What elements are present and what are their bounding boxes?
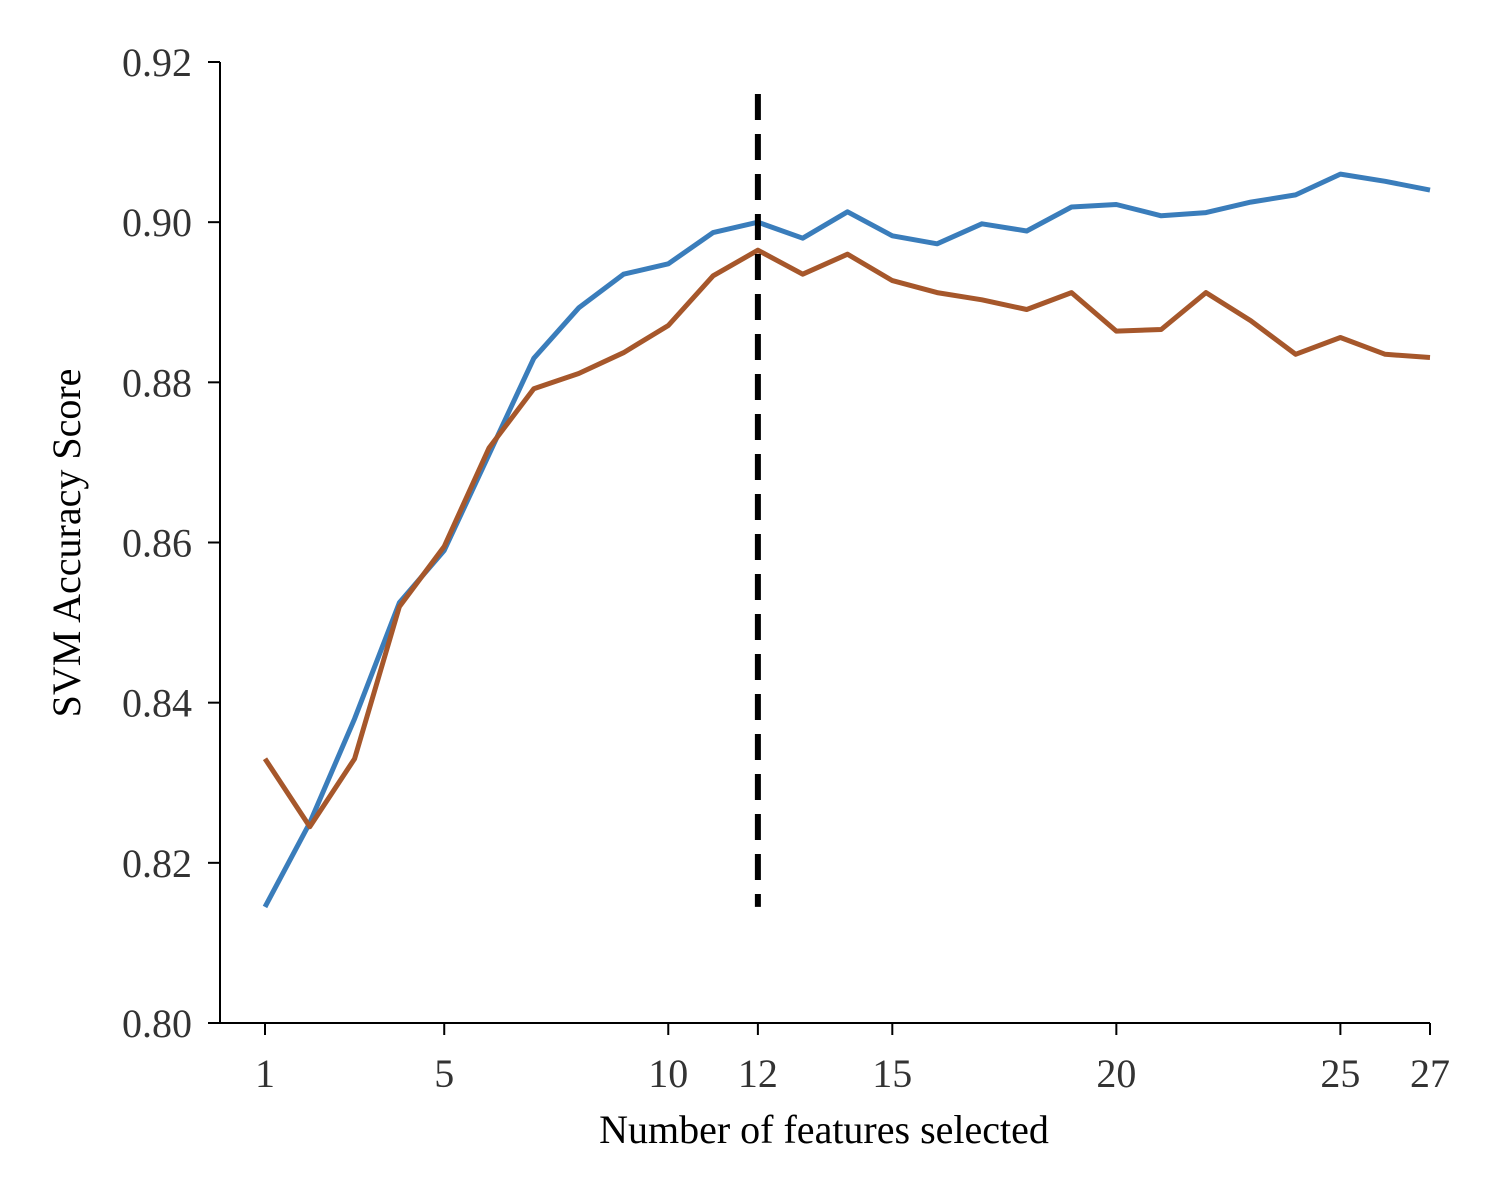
x-tick-label: 27 bbox=[1410, 1051, 1450, 1096]
x-tick-label: 10 bbox=[648, 1051, 688, 1096]
y-tick-label: 0.90 bbox=[122, 200, 192, 245]
series-line-orange bbox=[262, 247, 1431, 830]
x-tick-label: 12 bbox=[738, 1051, 778, 1096]
series-line-blue bbox=[262, 171, 1431, 909]
x-tick-label: 5 bbox=[434, 1051, 454, 1096]
y-tick-label: 0.80 bbox=[122, 1001, 192, 1046]
axes: 0.800.820.840.860.880.900.921 5 10 12 15 20 25… bbox=[122, 40, 1450, 1096]
y-axis-label: SVM Accuracy Score bbox=[44, 369, 89, 718]
y-tick-label: 0.82 bbox=[122, 841, 192, 886]
x-tick-label: 1 bbox=[255, 1051, 275, 1096]
y-tick-label: 0.84 bbox=[122, 681, 192, 726]
x-axis-label: Number of features selected bbox=[599, 1107, 1049, 1152]
x-tick-label: 15 bbox=[872, 1051, 912, 1096]
x-tick-label: 25 bbox=[1320, 1051, 1360, 1096]
y-tick-label: 0.86 bbox=[122, 521, 192, 566]
x-tick-label: 20 bbox=[1096, 1051, 1136, 1096]
y-tick-label: 0.92 bbox=[122, 40, 192, 85]
y-tick-label: 0.88 bbox=[122, 360, 192, 405]
plot-area bbox=[262, 94, 1431, 909]
